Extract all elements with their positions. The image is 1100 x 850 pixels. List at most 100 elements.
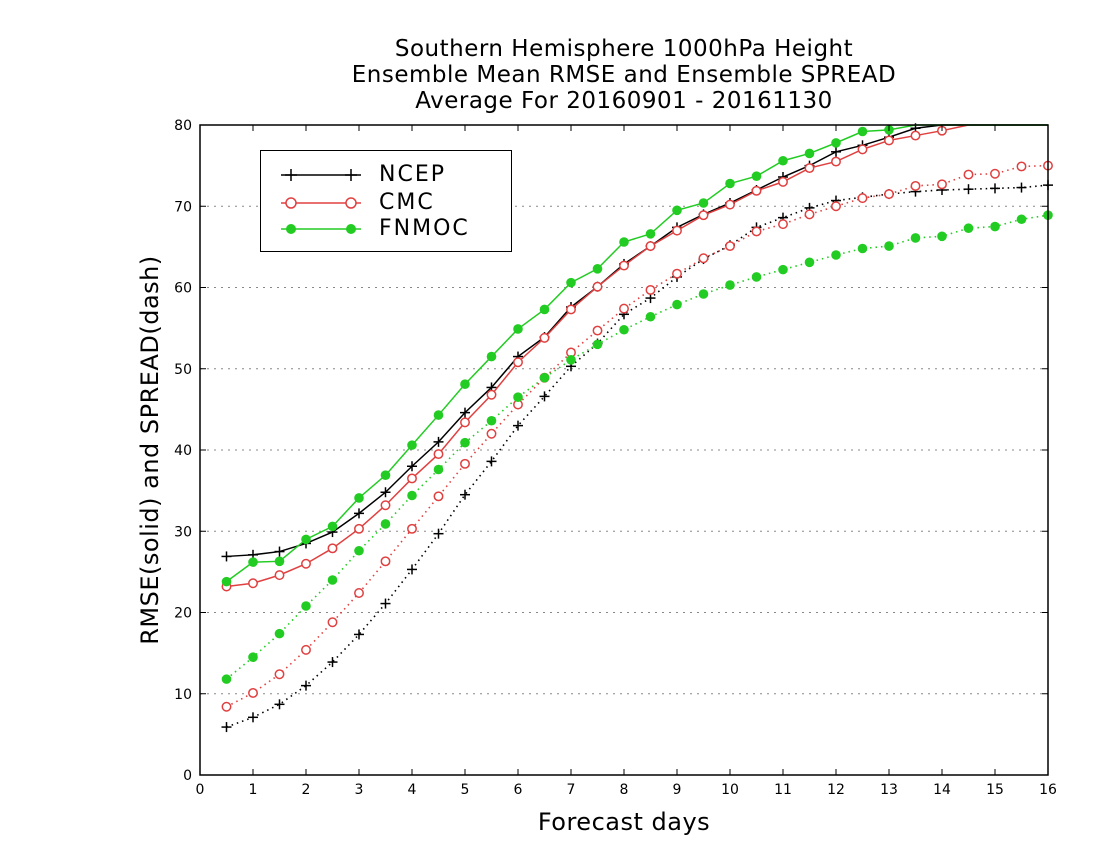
data-point-open-circle	[645, 284, 656, 295]
data-point-filled-circle	[486, 415, 497, 426]
x-tick-label: 16	[1039, 782, 1057, 798]
x-tick-label: 10	[721, 782, 739, 798]
data-point-open-circle	[380, 500, 391, 511]
data-point-filled-circle	[990, 221, 1000, 232]
data-point-filled-circle	[619, 237, 629, 247]
data-point-open-circle	[433, 491, 444, 502]
data-point-plus	[990, 183, 1000, 194]
open-circle-marker-icon	[281, 197, 361, 209]
data-point-open-circle	[672, 268, 682, 279]
chart-title-line-1: Southern Hemisphere 1000hPa Height	[394, 36, 854, 62]
data-point-plus	[1016, 182, 1027, 193]
x-tick-label: 5	[461, 782, 470, 798]
data-point-plus	[274, 699, 285, 710]
x-axis-label: Forecast days	[537, 808, 711, 836]
data-point-filled-circle	[407, 440, 417, 450]
x-tick-label: 0	[196, 782, 205, 798]
data-point-open-circle	[327, 543, 338, 554]
legend-label-fnmoc: FNMOC	[379, 216, 470, 241]
data-point-plus	[460, 407, 470, 418]
data-point-filled-circle	[513, 324, 523, 334]
x-tick-label: 7	[567, 782, 576, 798]
data-point-filled-circle	[831, 250, 841, 260]
x-tick-label: 9	[673, 782, 682, 798]
data-point-open-circle	[725, 199, 735, 210]
data-point-plus	[354, 508, 364, 519]
data-point-filled-circle	[539, 372, 550, 383]
series-group	[221, 123, 1053, 733]
data-point-filled-circle	[751, 272, 762, 282]
data-point-filled-circle	[645, 311, 656, 322]
data-point-open-circle	[990, 168, 1000, 179]
data-point-open-circle	[937, 179, 947, 190]
x-tick-label: 13	[880, 782, 898, 798]
data-point-open-circle	[857, 193, 868, 204]
data-point-plus	[407, 461, 417, 472]
data-point-filled-circle	[831, 138, 841, 148]
data-point-open-circle	[354, 588, 364, 598]
data-point-filled-circle	[672, 205, 682, 216]
data-point-open-circle	[778, 219, 788, 230]
data-point-open-circle	[566, 304, 576, 315]
legend: NCEP CMC FNMOC	[260, 150, 512, 252]
data-point-filled-circle	[380, 519, 391, 529]
x-tick-label: 8	[620, 782, 629, 798]
data-point-open-circle	[857, 144, 868, 155]
x-tick-label: 11	[774, 782, 792, 798]
data-point-filled-circle	[539, 304, 550, 315]
data-point-plus	[274, 546, 285, 557]
data-point-filled-circle	[513, 392, 523, 402]
y-tick-label: 80	[174, 118, 192, 134]
legend-entry-fnmoc: FNMOC	[261, 215, 511, 243]
data-point-filled-circle	[566, 277, 576, 288]
data-point-open-circle	[460, 417, 470, 428]
data-point-plus	[354, 629, 364, 640]
data-point-filled-circle	[857, 126, 868, 137]
data-point-open-circle	[592, 281, 603, 292]
data-point-plus	[433, 436, 444, 447]
series-line	[225, 214, 1049, 680]
x-tick-label: 15	[986, 782, 1004, 798]
data-point-open-circle	[513, 357, 523, 368]
data-point-filled-circle	[725, 280, 735, 290]
data-point-plus	[380, 598, 391, 609]
x-tick-label: 2	[302, 782, 311, 798]
data-point-filled-circle	[725, 178, 735, 189]
x-tick-label: 6	[514, 782, 523, 798]
data-point-open-circle	[380, 556, 391, 567]
series-5-spread	[221, 210, 1053, 684]
data-point-filled-circle	[460, 379, 470, 389]
data-point-filled-circle	[698, 198, 709, 208]
data-point-open-circle	[751, 185, 762, 196]
y-tick-label: 40	[174, 443, 192, 459]
data-point-open-circle	[539, 332, 550, 343]
data-point-filled-circle	[301, 534, 311, 545]
data-point-open-circle	[433, 449, 444, 460]
data-point-filled-circle	[804, 257, 815, 268]
data-point-filled-circle	[301, 601, 311, 611]
data-point-open-circle	[274, 669, 285, 680]
data-point-open-circle	[248, 578, 258, 589]
legend-label-ncep: NCEP	[379, 162, 446, 187]
plus-marker-icon	[281, 169, 361, 181]
data-point-filled-circle	[327, 521, 338, 532]
data-point-open-circle	[619, 303, 629, 314]
data-point-plus	[433, 528, 444, 539]
data-point-plus	[221, 722, 232, 733]
data-point-filled-circle	[354, 493, 364, 503]
data-point-filled-circle	[433, 410, 444, 420]
x-tick-label: 14	[933, 782, 951, 798]
series-4-spread	[221, 160, 1053, 712]
data-point-filled-circle	[380, 470, 391, 480]
data-point-filled-circle	[698, 289, 709, 299]
data-point-open-circle	[725, 241, 735, 252]
data-point-filled-circle	[248, 652, 258, 662]
y-tick-label: 30	[174, 524, 192, 540]
data-point-filled-circle	[857, 243, 868, 254]
series-line	[226, 184, 1049, 728]
data-point-filled-circle	[274, 556, 285, 567]
series-line	[226, 124, 1048, 583]
y-tick-label: 50	[174, 362, 192, 378]
chart-title-line-3: Average For 20160901 - 20161130	[415, 88, 833, 114]
